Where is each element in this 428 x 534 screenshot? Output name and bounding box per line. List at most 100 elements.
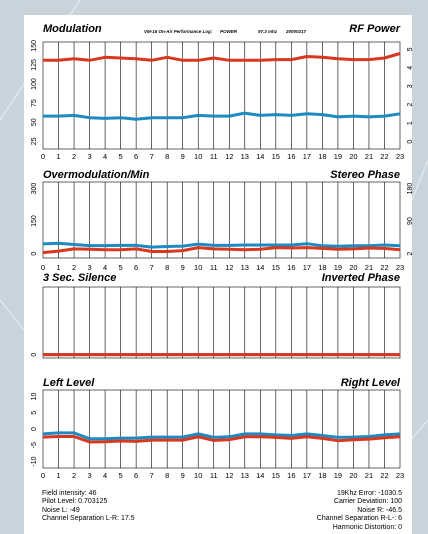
panel-0-xtick-1: 1 [56, 152, 60, 161]
panel-0-xtick-2: 2 [72, 152, 76, 161]
panel-3-xtick-11: 11 [210, 471, 218, 480]
panel-0-y2tick-1: 1 [407, 121, 414, 125]
panel-1-xtick-12: 12 [225, 263, 233, 272]
panel-3-xtick-22: 22 [380, 471, 388, 480]
header-date: 20000217 [285, 29, 307, 34]
panel-0-xtick-11: 11 [210, 152, 218, 161]
panel-0-title: Modulation [43, 23, 102, 35]
panel-0-ytick-25: 25 [31, 137, 38, 145]
header-title: VM-16 On-Air Performance Log: [144, 29, 213, 34]
panel-0-xtick-9: 9 [181, 152, 185, 161]
panel-1-xtick-18: 18 [318, 263, 326, 272]
panel-0-xtick-13: 13 [241, 152, 249, 161]
panel-0-series-blue [43, 111, 401, 121]
panel-3-ytick--10: -10 [31, 456, 38, 466]
panel-0-y2tick-4: 4 [407, 66, 414, 70]
panel-1-xtick-1: 1 [56, 263, 60, 272]
panel-3-xtick-3: 3 [87, 471, 91, 480]
panel-1-xtick-15: 15 [272, 263, 280, 272]
footer-right: 19Khz Error: -1030.5 Carrier Deviation: … [317, 490, 402, 532]
panel-1-y2tick-180: 180 [407, 183, 414, 195]
panel-3-xtick-9: 9 [181, 471, 185, 480]
panel-0-xtick-10: 10 [194, 152, 202, 161]
footer-channel-separation-lr: Channel Separation L-R: 17.5 [42, 515, 135, 523]
panel-0-ytick-150: 150 [31, 40, 38, 52]
panel-1-frame [42, 181, 401, 259]
panel-0-ytick-100: 100 [31, 78, 38, 90]
panel-0-y2tick-5: 5 [407, 47, 414, 51]
panel-1-xtick-16: 16 [287, 263, 295, 272]
panel-0-ytick-75: 75 [31, 99, 38, 107]
panel-2-title: 3 Sec. Silence [43, 272, 116, 284]
footer-field-intensity: Field intensity: 46 [42, 490, 97, 497]
panel-0-right-title: RF Power [349, 23, 400, 35]
panel-3-xtick-4: 4 [103, 471, 107, 480]
panel-3-title: Left Level [43, 377, 95, 389]
panel-3-xtick-7: 7 [150, 471, 154, 480]
panel-3-xtick-0: 0 [41, 471, 45, 480]
panel-0-xtick-4: 4 [103, 152, 107, 161]
panel-3-xtick-12: 12 [225, 471, 233, 480]
panel-1-xtick-8: 8 [165, 263, 169, 272]
header-frequency: 97.3 mhz [258, 29, 278, 34]
panel-3-xtick-20: 20 [349, 471, 357, 480]
panel-3-xtick-6: 6 [134, 471, 138, 480]
panel-3-xtick-16: 16 [287, 471, 295, 480]
panel-1-xtick-4: 4 [103, 263, 107, 272]
footer-harmonic-distortion: Harmonic Distortion: 0 [332, 523, 402, 531]
panel-0-xtick-22: 22 [380, 152, 388, 161]
panel-0-xtick-5: 5 [119, 152, 123, 161]
panel-1-ytick-300: 300 [31, 183, 38, 195]
panel-0-xtick-14: 14 [256, 152, 264, 161]
panel-1-xtick-17: 17 [303, 263, 311, 272]
panel-3-xtick-21: 21 [365, 471, 373, 480]
panel-1-series-blue [42, 241, 401, 249]
panel-3-xtick-5: 5 [119, 471, 123, 480]
panel-1-title: Overmodulation/Min [43, 169, 150, 181]
panel-1-xtick-2: 2 [72, 263, 76, 272]
panel-2-right-title: Inverted Phase [322, 272, 400, 284]
panel-3-series-red [42, 435, 401, 444]
panel-1-xtick-21: 21 [365, 263, 373, 272]
panel-1-xtick-13: 13 [241, 263, 249, 272]
panel-3-ytick-10: 10 [31, 393, 38, 401]
panel-3-xtick-23: 23 [396, 471, 404, 480]
footer-carrier-deviation: Carrier Deviation: 100 [333, 498, 402, 506]
panel-0-series-red [43, 52, 401, 62]
panel-0-ytick-50: 50 [31, 118, 38, 126]
panel-0-xtick-12: 12 [225, 152, 233, 161]
panel-3-xtick-1: 1 [56, 471, 60, 480]
panel-0-xtick-17: 17 [303, 152, 311, 161]
panel-1-xtick-6: 6 [134, 263, 138, 272]
panel-0-frame [42, 41, 401, 150]
panel-1-xtick-20: 20 [349, 263, 357, 272]
panel-1-right-title: Stereo Phase [330, 169, 400, 181]
panel-0-xtick-3: 3 [87, 152, 91, 161]
panel-1-xtick-0: 0 [41, 263, 45, 272]
panel-0-xtick-20: 20 [349, 152, 357, 161]
panel-0-xtick-23: 23 [396, 152, 404, 161]
panel-1-y2tick-90: 90 [407, 217, 414, 225]
panel-2-frame [42, 286, 401, 359]
panel-1-xtick-9: 9 [181, 263, 185, 272]
footer-left: Field intensity: 46 Pilot Level: 0.70312… [42, 490, 135, 524]
panel-0-y2tick-0: 0 [407, 140, 414, 144]
panel-2-ytick-0: 0 [31, 353, 38, 357]
panel-1-series-red [42, 246, 401, 255]
panel-3-xtick-18: 18 [318, 471, 326, 480]
log-sheet [24, 15, 412, 534]
panel-3-frame [42, 389, 401, 469]
panel-3-xtick-8: 8 [165, 471, 169, 480]
panel-0-ytick-125: 125 [31, 59, 38, 71]
panel-0-y2tick-2: 2 [407, 103, 414, 107]
header-mode: POWER [220, 29, 238, 34]
footer-noise-left: Noise L: -49 [42, 506, 80, 514]
panel-0-xtick-16: 16 [287, 152, 295, 161]
panel-1-xtick-23: 23 [396, 263, 404, 272]
panel-1-xtick-5: 5 [119, 263, 123, 272]
panel-1-xtick-3: 3 [87, 263, 91, 272]
panel-0-xtick-7: 7 [150, 152, 154, 161]
panel-0-xtick-19: 19 [334, 152, 342, 161]
footer-channel-separation-rl: Channel Separation R-L-: 6 [316, 515, 402, 523]
